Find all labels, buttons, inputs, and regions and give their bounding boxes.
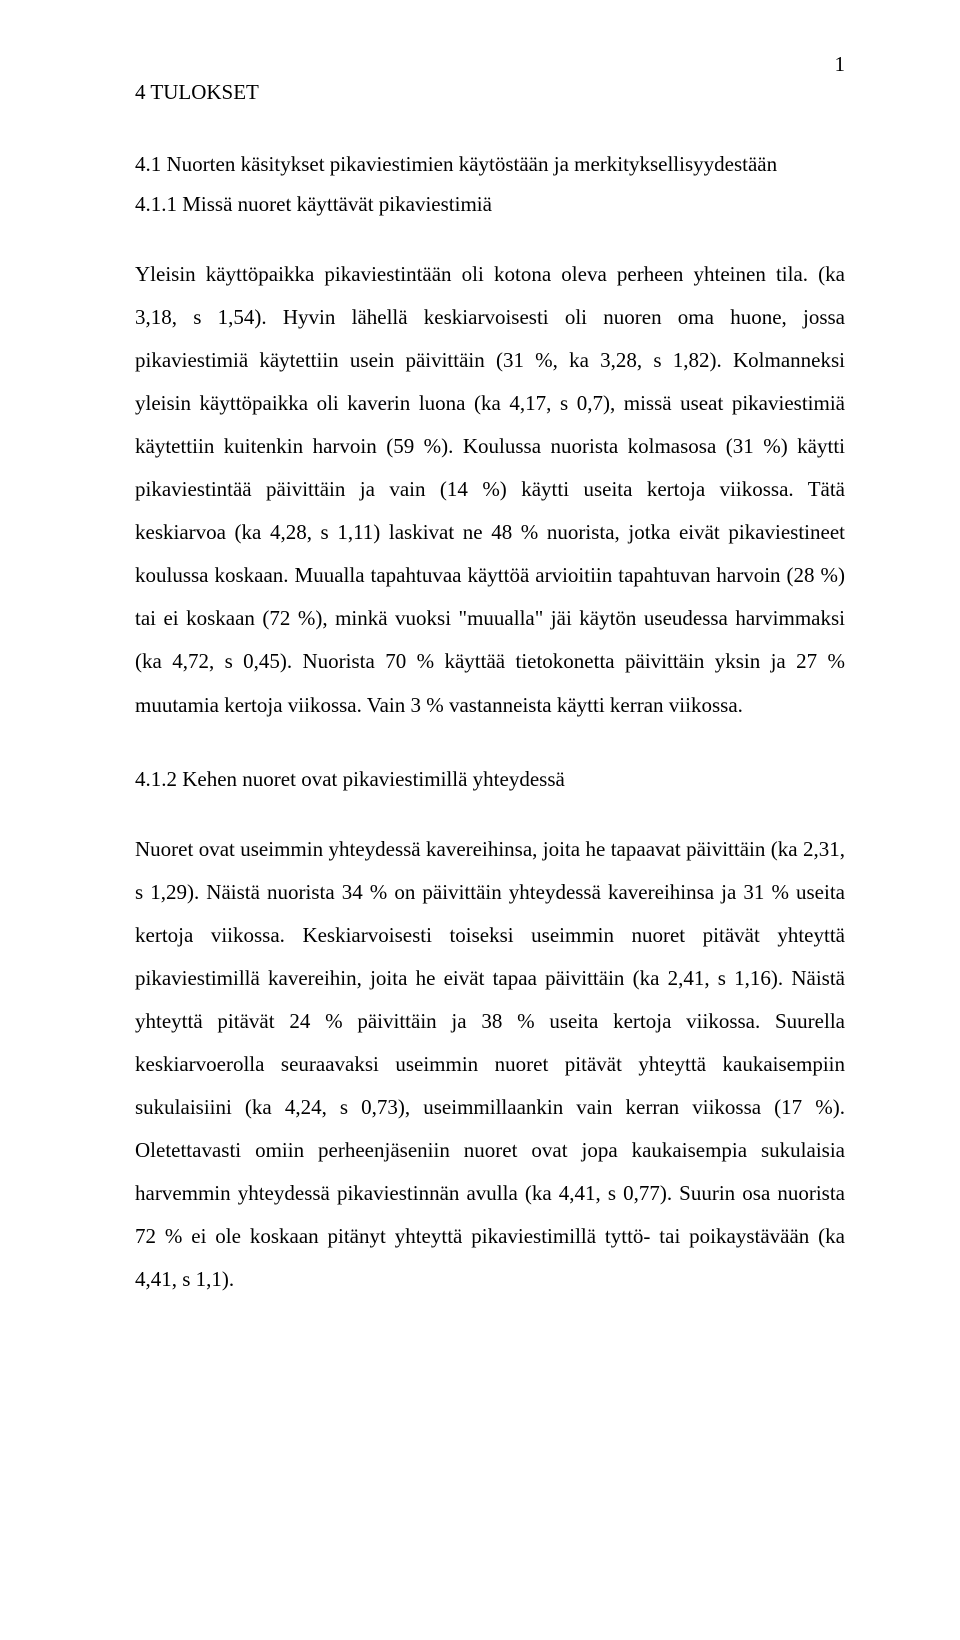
section-heading: 4 TULOKSET [135, 80, 845, 105]
subsubsection-heading-a: 4.1.1 Missä nuoret käyttävät pikaviestim… [135, 192, 845, 217]
document-page: 1 4 TULOKSET 4.1 Nuorten käsitykset pika… [0, 0, 960, 1640]
subsubsection-heading-b: 4.1.2 Kehen nuoret ovat pikaviestimillä … [135, 767, 845, 792]
body-paragraph-a: Yleisin käyttöpaikka pikaviestintään oli… [135, 253, 845, 727]
body-paragraph-b: Nuoret ovat useimmin yhteydessä kavereih… [135, 828, 845, 1302]
subsection-heading: 4.1 Nuorten käsitykset pikaviestimien kä… [135, 143, 845, 186]
page-number: 1 [835, 52, 846, 77]
